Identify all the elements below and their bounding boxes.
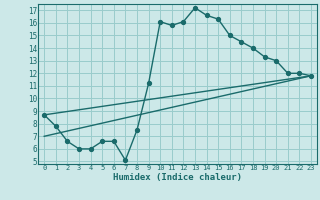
- X-axis label: Humidex (Indice chaleur): Humidex (Indice chaleur): [113, 173, 242, 182]
